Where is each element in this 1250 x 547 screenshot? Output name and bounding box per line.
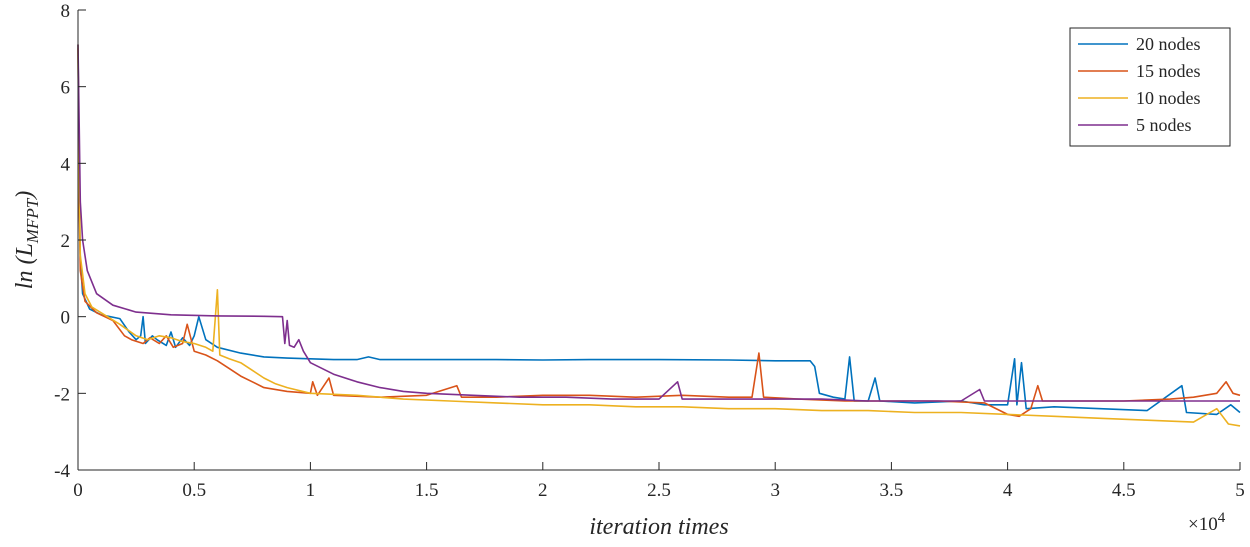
series-line-1 xyxy=(77,44,1241,416)
y-tick-label: -2 xyxy=(54,384,70,405)
y-axis-label-subscript: MFPT xyxy=(23,197,42,244)
x-tick-label: 4.5 xyxy=(1112,480,1136,501)
y-axis-label-close: ) xyxy=(12,191,38,201)
x-tick-label: 0 xyxy=(73,480,83,501)
legend-label: 20 nodes xyxy=(1136,34,1201,54)
series-line-4 xyxy=(77,44,1240,402)
x-axis-label: iteration times xyxy=(589,514,728,540)
series-line-3 xyxy=(77,44,1241,427)
series-line-2 xyxy=(77,48,1241,418)
y-ticks: -4 -2 0 2 4 6 8 xyxy=(54,1,86,482)
legend-box xyxy=(1069,27,1231,147)
x-tick-label: 2.5 xyxy=(647,480,671,501)
x-tick-label: 3 xyxy=(770,480,780,501)
x-tick-label: 1 xyxy=(306,480,316,501)
y-tick-label: -4 xyxy=(54,461,70,482)
x-tick-label: 3.5 xyxy=(880,480,904,501)
x-tick-label: 5 xyxy=(1235,480,1245,501)
y-tick-label: 0 xyxy=(61,308,71,329)
x-tick-label: 1.5 xyxy=(415,480,439,501)
y-tick-label: 6 xyxy=(61,78,71,99)
y-tick-label: 8 xyxy=(61,1,71,22)
legend: 20 nodes 15 nodes 10 nodes 5 nodes xyxy=(1069,27,1231,147)
y-tick-label: 4 xyxy=(61,154,71,175)
x-axis-multiplier-exponent: 4 xyxy=(1218,510,1226,526)
legend-label: 10 nodes xyxy=(1136,88,1201,108)
x-axis-multiplier-base: ×10 xyxy=(1188,514,1218,535)
legend-items: 20 nodes 15 nodes 10 nodes 5 nodes xyxy=(1078,34,1201,135)
x-tick-label: 2 xyxy=(538,480,548,501)
legend-label: 5 nodes xyxy=(1136,115,1192,135)
x-axis-multiplier: ×104 xyxy=(1188,510,1226,535)
x-tick-label: 4 xyxy=(1003,480,1013,501)
y-axis-label: ln (LMFPT) xyxy=(12,191,42,289)
x-tick-label: 0.5 xyxy=(182,480,206,501)
series-layer xyxy=(77,44,1241,427)
y-tick-label: 2 xyxy=(61,231,71,252)
legend-label: 15 nodes xyxy=(1136,61,1201,81)
x-ticks: 0 0.5 1 1.5 2 2.5 3 3.5 4 4.5 5 xyxy=(73,462,1245,501)
y-axis-label-main: ln (L xyxy=(12,243,38,289)
